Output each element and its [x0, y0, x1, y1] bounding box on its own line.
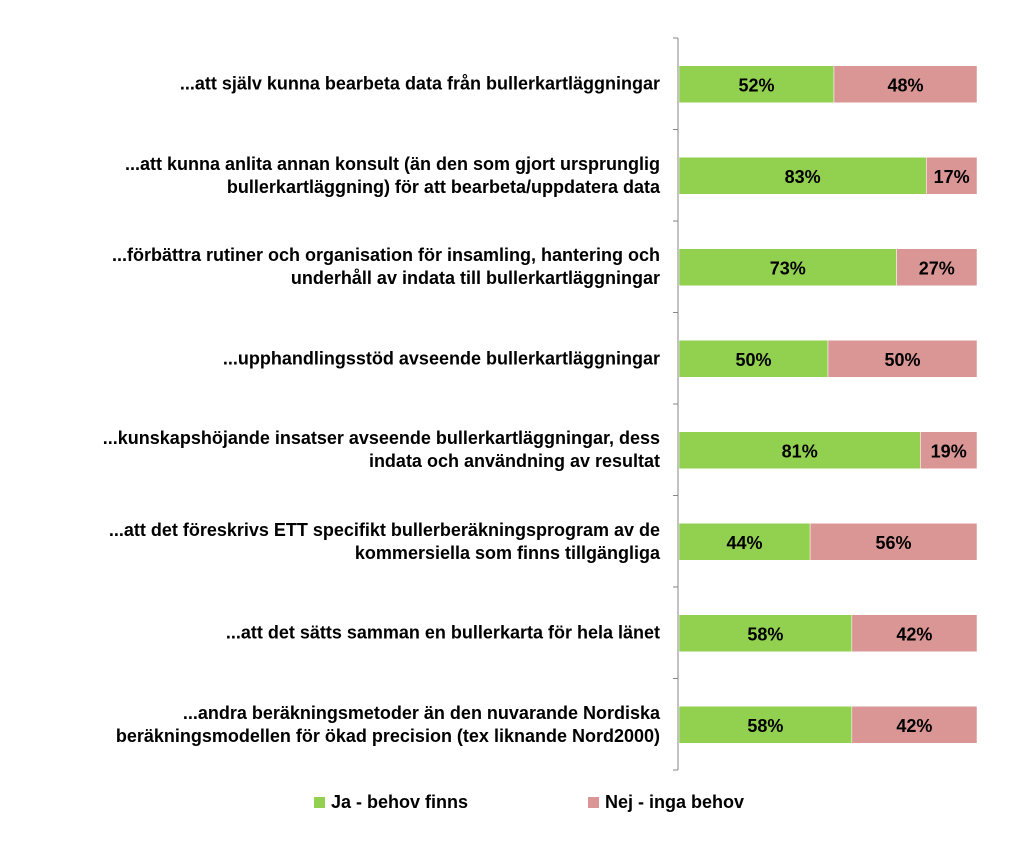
data-label-ja-3: 50%: [735, 350, 771, 370]
data-label-ja-5: 44%: [727, 533, 763, 553]
legend-label-nej: Nej - inga behov: [605, 792, 745, 812]
data-label-ja-2: 73%: [770, 258, 806, 278]
category-label-7: ...andra beräkningsmetoder än den nuvara…: [10, 702, 660, 748]
category-label-4: ...kunskapshöjande insatser avseende bul…: [10, 427, 660, 473]
bar-ja-7: [678, 706, 853, 744]
category-label-line: underhåll av indata till bullerkartläggn…: [290, 268, 660, 289]
category-label-line: ...att det föreskrivs ETT specifikt bull…: [108, 519, 660, 540]
data-label-nej-6: 42%: [896, 624, 932, 644]
bar-ja-2: [678, 248, 897, 286]
category-label-line: ...att själv kunna bearbeta data från bu…: [179, 73, 660, 94]
data-label-nej-1: 17%: [934, 167, 970, 187]
bar-nej-2: [896, 248, 978, 286]
category-label-5: ...att det föreskrivs ETT specifikt bull…: [10, 519, 660, 565]
bar-nej-5: [809, 523, 978, 561]
bar-ja-3: [678, 340, 829, 378]
data-label-ja-4: 81%: [782, 441, 818, 461]
category-label-line: ...kunskapshöjande insatser avseende bul…: [102, 428, 660, 449]
category-label-line: indata och användning av resultat: [368, 451, 660, 472]
category-label-0: ...att själv kunna bearbeta data från bu…: [10, 73, 660, 96]
data-label-nej-0: 48%: [887, 75, 923, 95]
bar-ja-6: [678, 614, 853, 652]
category-label-line: beräkningsmodellen för ökad precision (t…: [115, 725, 660, 746]
data-label-ja-6: 58%: [747, 624, 783, 644]
category-label-line: ...att kunna anlita annan konsult (än de…: [124, 153, 660, 174]
bar-nej-0: [833, 65, 978, 103]
bar-ja-4: [678, 431, 921, 469]
bar-ja-1: [678, 157, 927, 195]
category-label-line: ...förbättra rutiner och organisation fö…: [111, 245, 660, 266]
category-label-line: ...andra beräkningsmetoder än den nuvara…: [182, 702, 660, 723]
bar-nej-4: [920, 431, 978, 469]
category-label-2: ...förbättra rutiner och organisation fö…: [10, 244, 660, 290]
bar-ja-5: [678, 523, 811, 561]
bar-nej-1: [926, 157, 978, 195]
data-label-ja-1: 83%: [785, 167, 821, 187]
legend-swatch-ja: [314, 797, 325, 808]
legend-swatch-nej: [588, 797, 599, 808]
bar-nej-3: [827, 340, 978, 378]
bar-nej-7: [851, 706, 978, 744]
data-label-ja-0: 52%: [738, 75, 774, 95]
category-label-1: ...att kunna anlita annan konsult (än de…: [10, 153, 660, 199]
data-label-nej-7: 42%: [896, 716, 932, 736]
category-label-3: ...upphandlingsstöd avseende bullerkartl…: [10, 347, 660, 370]
category-label-line: ...att det sätts samman en bullerkarta f…: [225, 622, 660, 643]
category-label-6: ...att det sätts samman en bullerkarta f…: [10, 622, 660, 645]
data-label-nej-4: 19%: [931, 441, 967, 461]
category-label-line: kommersiella som finns tillgängliga: [354, 542, 660, 563]
data-label-nej-3: 50%: [884, 350, 920, 370]
legend-item-ja: Ja - behov finns: [314, 792, 468, 813]
category-label-line: ...upphandlingsstöd avseende bullerkartl…: [222, 348, 660, 369]
legend-label-ja: Ja - behov finns: [331, 792, 469, 812]
data-label-nej-2: 27%: [919, 258, 955, 278]
legend-item-nej: Nej - inga behov: [588, 792, 744, 813]
data-label-nej-5: 56%: [876, 533, 912, 553]
category-label-line: bullerkartläggning) för att bearbeta/upp…: [226, 176, 660, 197]
data-label-ja-7: 58%: [747, 716, 783, 736]
bar-ja-0: [678, 65, 835, 103]
bar-nej-6: [851, 614, 978, 652]
